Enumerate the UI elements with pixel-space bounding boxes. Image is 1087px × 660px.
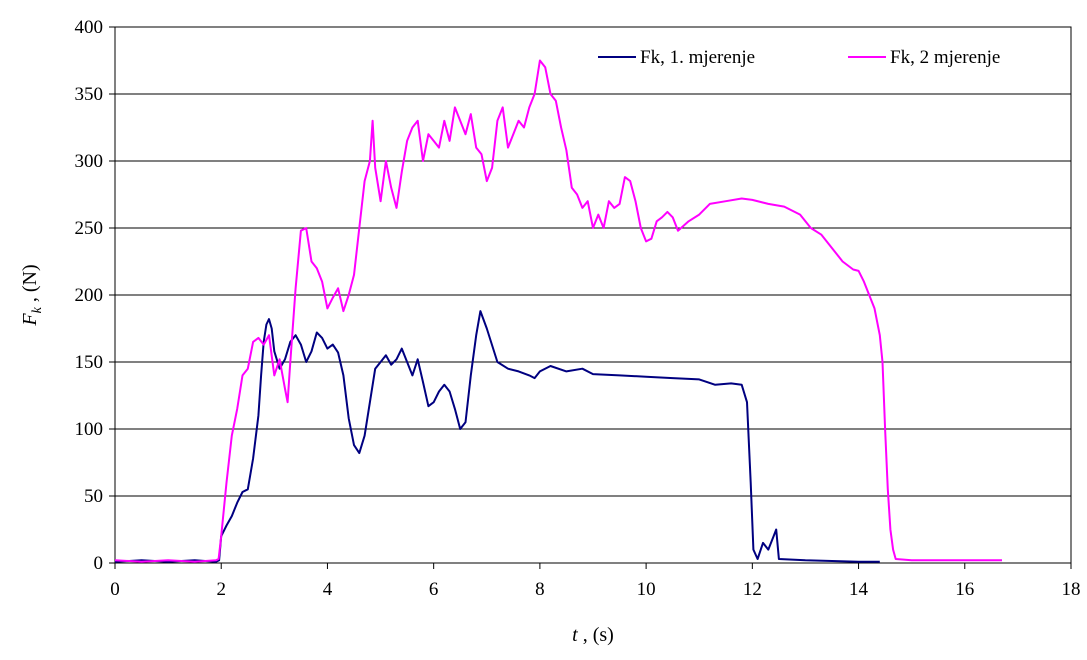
y-tick-label-350: 350 — [75, 84, 104, 105]
y-tick-label-200: 200 — [75, 285, 104, 306]
x-axis-unit: , (s) — [578, 624, 614, 646]
y-tick-label-400: 400 — [75, 17, 104, 38]
y-axis-variable: F — [19, 313, 41, 327]
series-line-2 — [114, 59, 1002, 563]
x-tick-label-14: 14 — [849, 579, 869, 600]
y-axis-title: Fk , (N) — [19, 264, 45, 326]
y-axis-subscript: k — [30, 306, 45, 313]
legend-label-series-1: Fk, 1. mjerenje — [640, 47, 755, 68]
y-tick-label-50: 50 — [84, 486, 103, 507]
y-tick-label-0: 0 — [94, 553, 104, 574]
legend-label-series-2: Fk, 2 mjerenje — [890, 47, 1000, 68]
x-tick-label-12: 12 — [743, 579, 762, 600]
x-tick-label-6: 6 — [429, 579, 439, 600]
axis-ticks: 0 50 100 150 200 250 300 350 400 0 2 4 6 8 10 12 14 16 18 — [75, 17, 1081, 600]
x-tick-label-4: 4 — [323, 579, 333, 600]
y-tick-label-250: 250 — [75, 218, 104, 239]
x-tick-label-2: 2 — [216, 579, 226, 600]
y-tick-label-100: 100 — [75, 419, 104, 440]
x-axis-title: t , (s) — [572, 624, 614, 646]
gridlines — [115, 93, 1071, 497]
y-tick-label-300: 300 — [75, 151, 104, 172]
x-tick-label-10: 10 — [637, 579, 656, 600]
x-tick-label-16: 16 — [955, 579, 974, 600]
series-lines — [114, 59, 1002, 563]
x-tick-label-8: 8 — [535, 579, 545, 600]
legend: Fk, 1. mjerenje Fk, 2 mjerenje — [598, 47, 1000, 68]
x-tick-label-0: 0 — [110, 579, 120, 600]
x-tick-label-18: 18 — [1062, 579, 1081, 600]
y-tick-label-150: 150 — [75, 352, 104, 373]
x-axis-variable: t — [572, 624, 578, 646]
series-line-1 — [114, 310, 880, 563]
y-axis-unit: , (N) — [19, 264, 41, 307]
